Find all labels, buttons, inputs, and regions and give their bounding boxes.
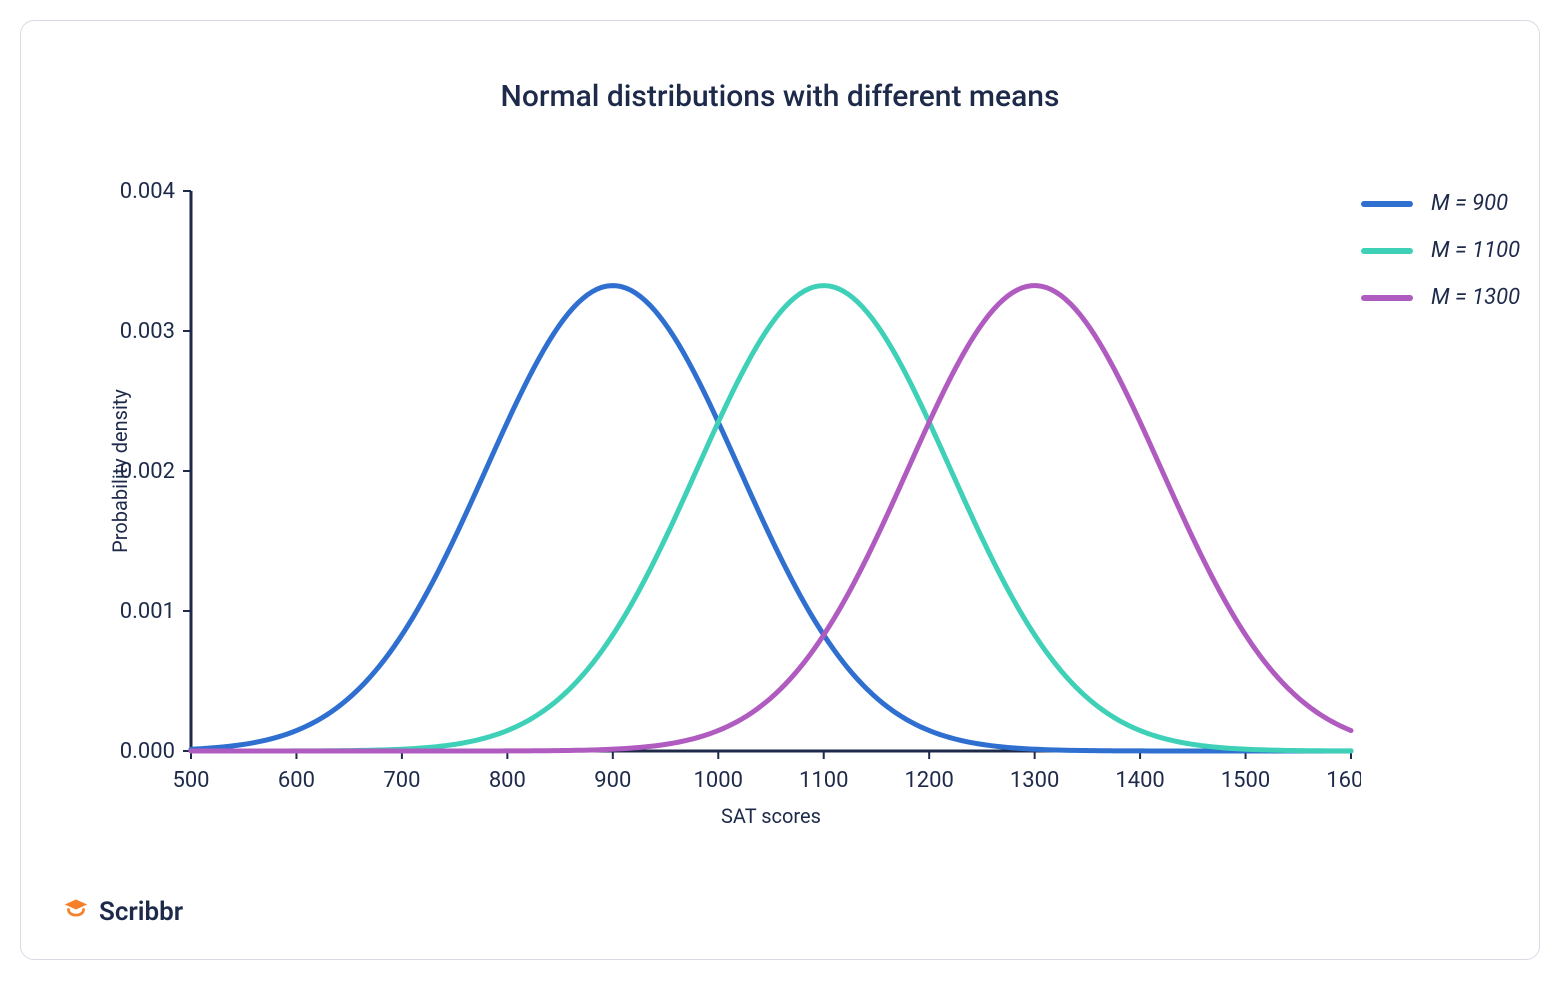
- svg-text:1500: 1500: [1221, 768, 1270, 793]
- svg-text:900: 900: [594, 768, 631, 793]
- legend-item: M = 900: [1361, 191, 1520, 216]
- legend-label: M = 900: [1431, 191, 1508, 216]
- svg-text:0.000: 0.000: [120, 739, 175, 764]
- brand-logo: Scribbr: [61, 897, 183, 927]
- svg-text:1000: 1000: [694, 768, 743, 793]
- brand-icon: [61, 897, 91, 927]
- chart-card: Normal distributions with different mean…: [20, 20, 1540, 960]
- legend-swatch: [1361, 295, 1413, 301]
- brand-name: Scribbr: [99, 897, 183, 927]
- chart-plot: 500 600 700 800 900 1000 1100 1200 1300 1400 1500 1…: [111, 181, 1361, 831]
- legend-label: M = 1300: [1431, 285, 1520, 310]
- svg-text:1400: 1400: [1115, 768, 1164, 793]
- chart-legend: M = 900 M = 1100 M = 1300: [1361, 191, 1520, 332]
- legend-item: M = 1300: [1361, 285, 1520, 310]
- legend-item: M = 1100: [1361, 238, 1520, 263]
- svg-text:600: 600: [278, 768, 315, 793]
- svg-text:0.001: 0.001: [120, 599, 175, 624]
- svg-text:700: 700: [383, 768, 420, 793]
- legend-swatch: [1361, 248, 1413, 254]
- svg-text:0.004: 0.004: [120, 181, 175, 204]
- legend-swatch: [1361, 201, 1413, 207]
- svg-text:1300: 1300: [1010, 768, 1059, 793]
- legend-label: M = 1100: [1431, 238, 1520, 263]
- svg-text:1100: 1100: [799, 768, 848, 793]
- svg-text:Probability density: Probability density: [111, 389, 132, 553]
- svg-text:500: 500: [172, 768, 209, 793]
- svg-text:SAT scores: SAT scores: [721, 804, 821, 828]
- svg-text:0.003: 0.003: [120, 319, 175, 344]
- svg-text:1200: 1200: [904, 768, 953, 793]
- svg-text:1600: 1600: [1326, 768, 1361, 793]
- chart-title: Normal distributions with different mean…: [21, 79, 1539, 114]
- svg-text:800: 800: [489, 768, 526, 793]
